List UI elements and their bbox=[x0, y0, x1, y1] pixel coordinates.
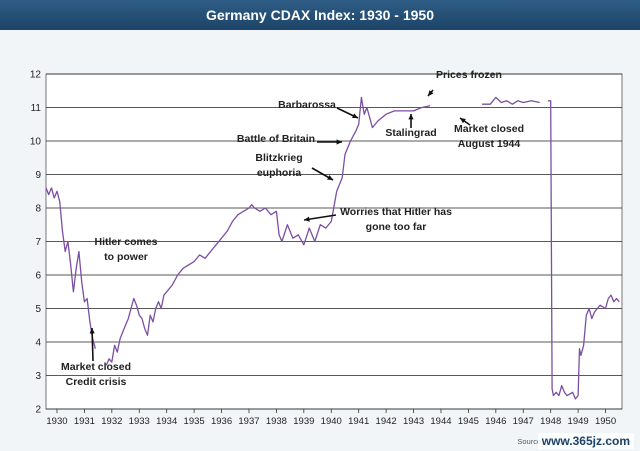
x-tick-label: 1949 bbox=[568, 416, 589, 427]
x-tick-label: 1945 bbox=[458, 416, 479, 427]
y-tick-label: 6 bbox=[35, 271, 41, 282]
y-tick-label: 4 bbox=[35, 338, 41, 349]
y-tick-label: 3 bbox=[35, 371, 41, 382]
annotation-arrowhead bbox=[336, 139, 342, 145]
x-tick-label: 1948 bbox=[540, 416, 561, 427]
annotation-arrowhead bbox=[89, 328, 95, 334]
annotation-label: Stalingrad bbox=[385, 127, 436, 139]
annotation-label: Market closed bbox=[61, 361, 131, 373]
y-tick-label: 8 bbox=[35, 204, 41, 215]
x-tick-label: 1932 bbox=[101, 416, 122, 427]
annotation-arrowhead bbox=[327, 175, 333, 180]
annotation-label: euphoria bbox=[257, 167, 301, 179]
watermark: www.365jz.com bbox=[537, 433, 634, 449]
chart-title: Germany CDAX Index: 1930 - 1950 bbox=[0, 0, 640, 30]
annotation-arrowhead bbox=[304, 216, 310, 222]
y-tick-label: 9 bbox=[35, 170, 41, 181]
annotation-label: Blitzkrieg bbox=[255, 152, 302, 164]
x-tick-label: 1930 bbox=[46, 416, 67, 427]
x-tick-label: 1934 bbox=[156, 416, 177, 427]
x-tick-label: 1946 bbox=[485, 416, 506, 427]
y-tick-label: 10 bbox=[30, 137, 42, 148]
annotation-label: Battle of Britain bbox=[237, 133, 315, 145]
y-tick-label: 2 bbox=[35, 405, 41, 416]
annotation-arrowhead bbox=[352, 113, 358, 119]
x-tick-label: 1937 bbox=[238, 416, 259, 427]
annotation-arrowhead bbox=[460, 118, 466, 124]
y-tick-label: 11 bbox=[31, 103, 42, 114]
x-tick-label: 1942 bbox=[376, 416, 397, 427]
x-tick-label: 1931 bbox=[74, 416, 95, 427]
x-tick-label: 1947 bbox=[513, 416, 534, 427]
annotation-arrow bbox=[91, 327, 94, 362]
annotation-arrowhead bbox=[428, 90, 434, 96]
x-tick-label: 1935 bbox=[184, 416, 205, 427]
y-tick-label: 5 bbox=[35, 304, 41, 315]
annotation-label: August 1944 bbox=[458, 138, 521, 150]
annotation-label: Prices frozen bbox=[436, 69, 502, 81]
y-tick-label: 12 bbox=[30, 70, 42, 81]
annotation-label: Market closed bbox=[454, 123, 524, 135]
annotation-label: Barbarossa bbox=[278, 99, 336, 111]
x-tick-label: 1941 bbox=[348, 416, 369, 427]
chart-area: 2 3 4 5 6 7 8 9 10 11 12 1930 1931 1932 1933 1934 1935 19… bbox=[0, 30, 640, 451]
annotation-label: Worries that Hitler has bbox=[340, 206, 452, 218]
x-tick-label: 1939 bbox=[293, 416, 314, 427]
y-tick-label: 7 bbox=[35, 237, 41, 248]
line-chart: 2 3 4 5 6 7 8 9 10 11 12 1930 1931 1932 1933 1934 1935 19… bbox=[30, 69, 623, 427]
series-line bbox=[45, 96, 620, 400]
annotation-label: Hitler comes bbox=[94, 236, 157, 248]
x-tick-label: 1936 bbox=[211, 416, 232, 427]
x-tick-label: 1938 bbox=[266, 416, 287, 427]
x-tick-label: 1944 bbox=[430, 416, 451, 427]
x-tick-label: 1933 bbox=[129, 416, 150, 427]
x-tick-label: 1943 bbox=[403, 416, 424, 427]
x-tick-label: 1940 bbox=[321, 416, 342, 427]
x-tick-label: 1950 bbox=[595, 416, 616, 427]
annotation-label: gone too far bbox=[366, 221, 427, 233]
annotation-label: Credit crisis bbox=[66, 376, 127, 388]
annotation-label: to power bbox=[104, 251, 148, 263]
annotation-arrowhead bbox=[408, 114, 414, 120]
